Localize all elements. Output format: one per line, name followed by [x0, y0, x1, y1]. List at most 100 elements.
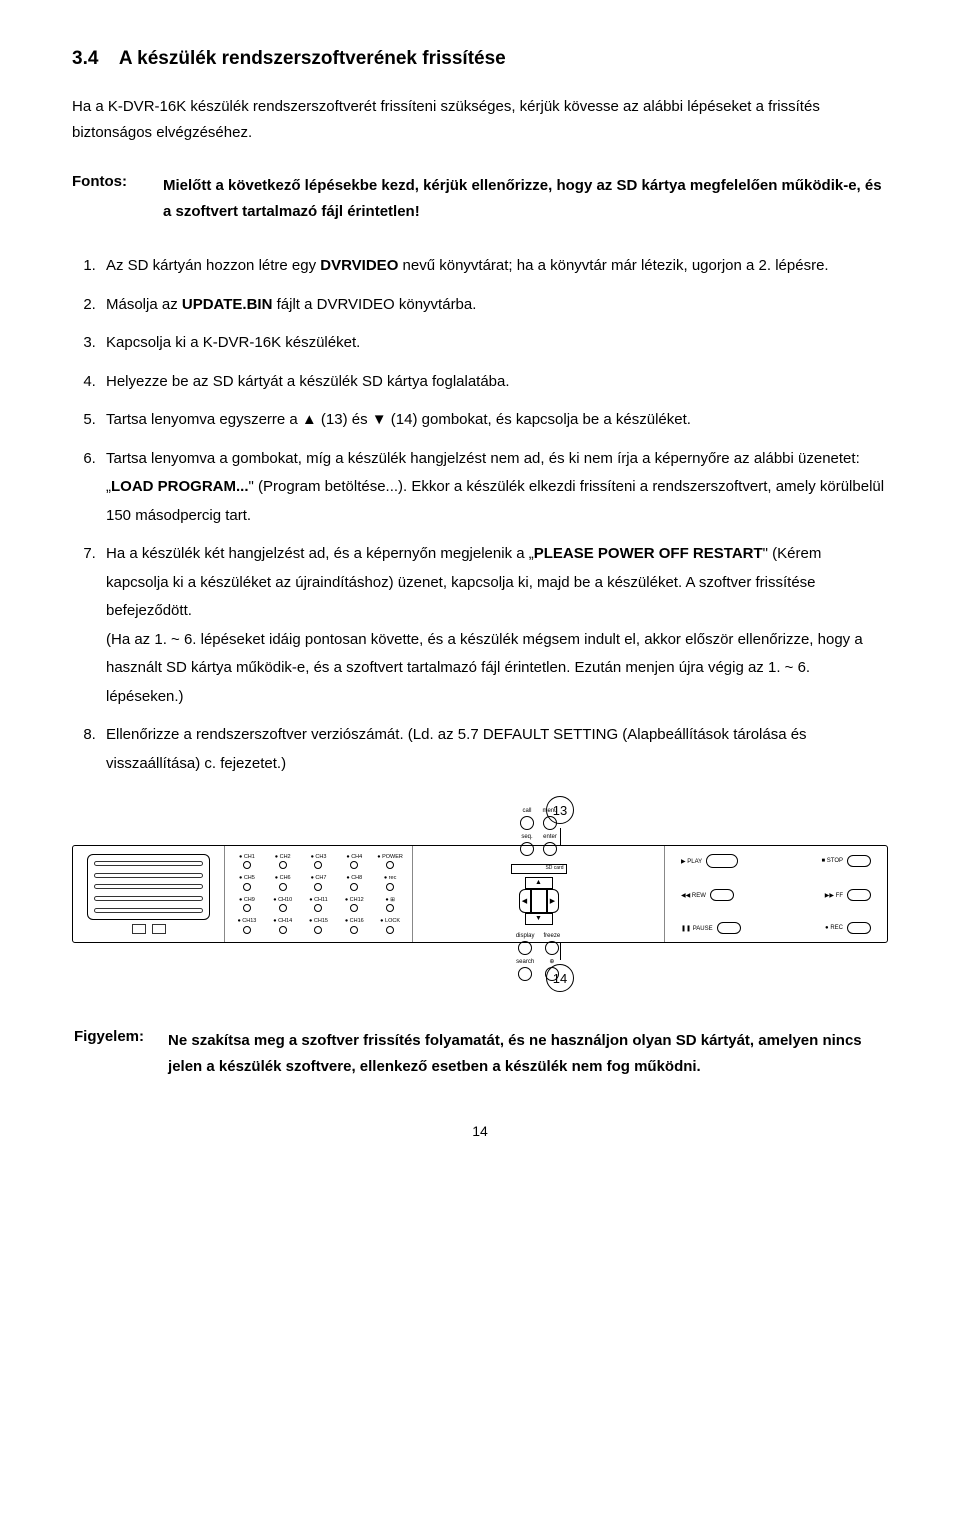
oval-button-icon	[717, 922, 741, 934]
attention-text: Ne szakítsa meg a szoftver frissítés fol…	[168, 1028, 888, 1079]
ch-item: ● CH2	[267, 855, 299, 870]
led-icon	[279, 883, 287, 891]
circle-button-icon	[545, 967, 559, 981]
ch-item: ● CH7	[303, 876, 335, 891]
led-icon	[243, 861, 251, 869]
ch-label: ● POWER	[377, 855, 403, 861]
ch-item: ● CH10	[267, 898, 299, 913]
btn-label: ⊕	[549, 959, 554, 965]
ch-item: ● CH16	[338, 919, 370, 934]
seq-button: seq.	[519, 834, 534, 856]
step-5: Tartsa lenyomva egyszerre a ▲ (13) és ▼ …	[100, 406, 888, 435]
ch-item: ● CH11	[303, 898, 335, 913]
channel-led-grid: ● CH1 ● CH2 ● CH3 ● CH4 ● POWER ● CH5 ● …	[225, 846, 413, 942]
dpad-center	[531, 889, 547, 913]
ch-item: ● CH14	[267, 919, 299, 934]
rew-button: ◀◀ REW	[681, 889, 776, 901]
dpad-up: ▲	[525, 877, 553, 889]
zoom-button: ⊕	[543, 959, 562, 981]
steps-list: Az SD kártyán hozzon létre egy DVRVIDEO …	[72, 252, 888, 778]
aux-square	[152, 924, 166, 934]
ch-item: ● POWER	[374, 855, 406, 870]
btn-label: display	[516, 933, 535, 939]
circle-button-icon	[543, 816, 557, 830]
dpad-down: ▼	[525, 913, 553, 925]
vent-line	[94, 908, 203, 913]
btn-label: freeze	[544, 933, 561, 939]
ch-item: ● CH9	[231, 898, 263, 913]
ch-label: ● CH4	[346, 855, 362, 861]
circle-button-icon	[520, 842, 534, 856]
ch-label: ● CH3	[311, 855, 327, 861]
step-7-a: Ha a készülék két hangjelzést ad, és a k…	[106, 545, 534, 562]
ch-label: ● CH10	[273, 898, 292, 904]
ch-item: ● CH15	[303, 919, 335, 934]
important-note: Fontos: Mielőtt a következő lépésekbe ke…	[72, 173, 888, 224]
btn-label: enter	[543, 834, 557, 840]
enter-button: enter	[543, 834, 558, 856]
ch-item: ● LOCK	[374, 919, 406, 934]
vent-line	[94, 873, 203, 878]
oval-button-icon	[847, 922, 871, 934]
led-icon	[386, 904, 394, 912]
ch-label: ● CH15	[309, 919, 328, 925]
led-icon	[314, 904, 322, 912]
led-icon	[350, 926, 358, 934]
ch-item: ● CH6	[267, 876, 299, 891]
display-button: display	[516, 933, 535, 955]
section-title-text: A készülék rendszerszoftverének frissíté…	[119, 48, 506, 69]
playback-controls: ▶ PLAY ■ STOP ◀◀ REW ▶▶ FF ❚❚ PAUSE ● RE…	[665, 846, 887, 942]
device-figure: 13 ● CH1 ● CH2 ●	[72, 796, 888, 992]
device-front-panel: ● CH1 ● CH2 ● CH3 ● CH4 ● POWER ● CH5 ● …	[72, 845, 888, 943]
ch-label: ● LOCK	[380, 919, 400, 925]
ch-item: ● CH1	[231, 855, 263, 870]
intro-paragraph: Ha a K-DVR-16K készülék rendszerszoftver…	[72, 94, 888, 145]
btn-label: search	[516, 959, 534, 965]
ch-item: ● CH5	[231, 876, 263, 891]
menu-button: menu	[543, 808, 558, 830]
ch-item: ● CH3	[303, 855, 335, 870]
led-icon	[243, 883, 251, 891]
btn-label: menu	[543, 808, 558, 814]
ch-label: ● CH1	[239, 855, 255, 861]
vent-box	[87, 854, 210, 920]
step-2-b: UPDATE.BIN	[182, 296, 273, 313]
ch-label: ● CH8	[346, 876, 362, 882]
play-button: ▶ PLAY	[681, 854, 776, 868]
important-label: Fontos:	[72, 173, 127, 224]
led-icon	[279, 861, 287, 869]
led-icon	[314, 861, 322, 869]
dpad-row: ◀ ▶	[519, 889, 559, 913]
step-7-d: (Ha az 1. ~ 6. lépéseket idáig pontosan …	[106, 626, 888, 712]
ch-item: ● ⊞	[374, 898, 406, 913]
pause-button: ❚❚ PAUSE	[681, 922, 776, 934]
led-icon	[350, 904, 358, 912]
ch-label: ● rec	[384, 876, 397, 882]
vent-line	[94, 884, 203, 889]
attention-note: Figyelem: Ne szakítsa meg a szoftver fri…	[72, 1028, 888, 1079]
vent-line	[94, 896, 203, 901]
stop-button: ■ STOP	[776, 855, 871, 867]
step-1: Az SD kártyán hozzon létre egy DVRVIDEO …	[100, 252, 888, 281]
ch-item: ● rec	[374, 876, 406, 891]
oval-button-icon	[847, 889, 871, 901]
step-2-a: Másolja az	[106, 296, 182, 313]
led-icon	[386, 861, 394, 869]
led-icon	[350, 883, 358, 891]
dpad: SD card ▲ ◀ ▶ ▼	[511, 864, 567, 925]
aux-square	[132, 924, 146, 934]
oval-button-icon	[710, 889, 734, 901]
circle-button-icon	[543, 842, 557, 856]
freeze-button: freeze	[543, 933, 562, 955]
led-icon	[314, 883, 322, 891]
led-icon	[350, 861, 358, 869]
step-4: Helyezze be az SD kártyát a készülék SD …	[100, 368, 888, 397]
ch-label: ● CH14	[273, 919, 292, 925]
circle-button-icon	[520, 816, 534, 830]
callout-line-top	[560, 828, 561, 846]
dpad-left: ◀	[519, 889, 531, 913]
search-button: search	[516, 959, 535, 981]
step-6: Tartsa lenyomva a gombokat, míg a készül…	[100, 445, 888, 531]
led-icon	[243, 926, 251, 934]
mid-right-buttons: display freeze search ⊕	[516, 933, 561, 981]
